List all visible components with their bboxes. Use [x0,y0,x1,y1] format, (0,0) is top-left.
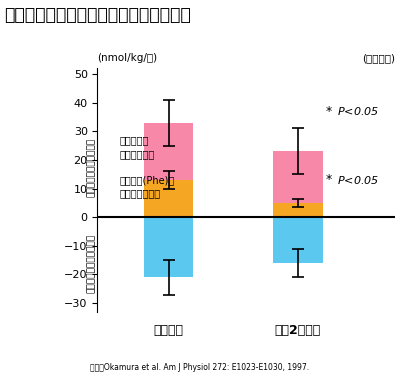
Text: (nmol/kg/分): (nmol/kg/分) [97,53,157,63]
Text: $P$<0.05: $P$<0.05 [336,105,378,117]
Bar [273,203,322,217]
Text: 体タンパク質の合成速度: 体タンパク質の合成速度 [86,138,95,197]
Bar [144,180,193,217]
Text: *: * [326,105,336,118]
Text: オレンジ＝: オレンジ＝ [119,135,148,145]
Text: 正味の取り込み: 正味の取り込み [119,188,160,198]
Text: ピンクー水色: ピンクー水色 [119,149,154,159]
Text: *: * [326,174,336,186]
Text: $P$<0.05: $P$<0.05 [336,174,378,186]
Text: 体タンパク質の分解速度: 体タンパク質の分解速度 [86,233,95,292]
Bar [144,123,193,180]
Bar [273,217,322,263]
Bar [273,151,322,203]
Text: アミノ酸(Phe)の: アミノ酸(Phe)の [119,175,174,185]
Text: (動物実験): (動物実験) [361,53,394,63]
Text: 出典：Okamura et al. Am J Physiol 272: E1023-E1030, 1997.: 出典：Okamura et al. Am J Physiol 272: E102… [90,363,308,372]
Bar [144,217,193,278]
Text: 運動と体タンパク質の合成・分解の関係: 運動と体タンパク質の合成・分解の関係 [4,6,190,24]
